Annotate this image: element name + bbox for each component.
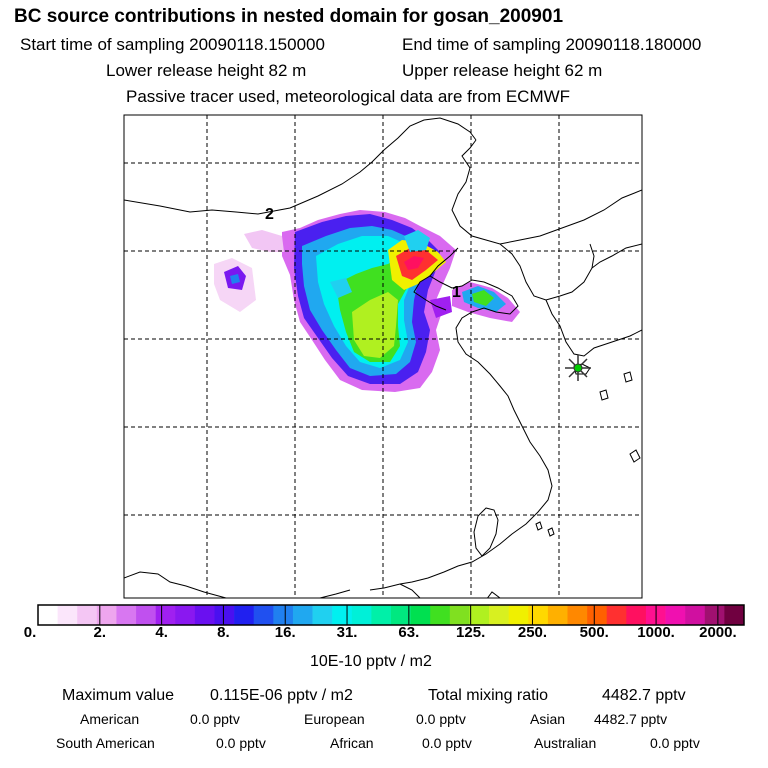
colorbar-cell [391,605,411,625]
colorbar-cell [234,605,255,625]
end-sampling-text: End time of sampling 20090118.180000 [402,35,702,54]
region-european-label: European [304,711,365,727]
colorbar-cell [77,605,98,625]
region-south-american-label: South American [56,735,155,751]
colorbar-cell [292,605,313,625]
colorbar-cell [606,605,627,625]
colorbar-cell [371,605,392,625]
colorbar-frame [37,604,745,626]
colorbar-cell [332,605,353,625]
colorbar-label: 63. [398,624,420,641]
concentration-plume [214,210,520,392]
colorbar-label: 250. [517,624,548,641]
colorbar-cell [253,605,274,625]
colorbar-cell [567,605,588,625]
colorbar-cell [430,605,451,625]
lower-release-text: Lower release height 82 m [106,61,307,80]
colorbar-label: 16. [274,624,296,641]
colorbar-label: 0. [23,624,37,641]
region-asian-label: Asian [530,711,566,727]
colorbar-cell [155,605,176,625]
colorbar-cell [685,605,706,625]
colorbar-cell [547,605,568,625]
tracer-note-text: Passive tracer used, meteorological data… [126,87,571,106]
colorbar-label: 2000. [699,624,737,641]
region-european-value: 0.0 pptv [416,711,466,727]
region-american-label: American [80,711,140,727]
colorbar-cell [136,605,156,625]
upper-release-text: Upper release height 62 m [402,61,603,80]
colorbar-label: 4. [155,624,168,641]
region-south-american-value: 0.0 pptv [216,735,266,751]
colorbar-cell [194,605,215,625]
colorbar-cell [351,605,372,625]
region-australian-label: Australian [534,735,597,751]
colorbar-label: 1000. [637,624,675,641]
colorbar-cell [38,605,58,625]
colorbar-cell [312,605,333,625]
colorbar-cell [96,605,117,625]
max-value: 0.115E-06 pptv / m2 [210,687,353,704]
colorbar-cell [449,605,470,625]
region-american-value: 0.0 pptv [190,711,240,727]
colorbar-cell [704,605,725,625]
colorbar-cell [665,605,686,625]
colorbar-label: 2. [93,624,107,641]
colorbar-cell [175,605,196,625]
colorbar-cell [273,605,294,625]
page-title: BC source contributions in nested domain… [14,6,564,27]
colorbar-label: 31. [336,624,358,641]
region-asian-value: 4482.7 pptv [594,711,668,727]
region-african-label: African [330,735,374,751]
map-label-1: 1 [452,284,461,301]
colorbar-label: 500. [579,624,609,641]
colorbar-cell [410,605,431,625]
colorbar-units: 10E-10 pptv / m2 [310,653,432,670]
region-australian-value: 0.0 pptv [650,735,700,751]
colorbar-cell [57,605,78,625]
coastlines [124,117,642,598]
colorbar-cell [116,605,137,625]
region-african-value: 0.0 pptv [422,735,472,751]
total-mixing-label: Total mixing ratio [428,687,549,704]
max-value-label: Maximum value [62,687,175,704]
colorbar-label: 8. [217,624,230,641]
colorbar-cells [37,605,745,625]
colorbar-cell [489,605,509,625]
start-sampling-text: Start time of sampling 20090118.150000 [20,35,325,54]
colorbar-cell [508,605,529,625]
colorbar-cell [626,605,647,625]
star-icon [565,355,591,381]
colorbar-cell [214,605,235,625]
colorbar-cell [528,605,549,625]
graticule [124,115,642,598]
colorbar-label: 125. [456,624,486,641]
map-label-2: 2 [265,206,274,223]
colorbar-cell [724,605,745,625]
colorbar-cell [469,605,490,625]
total-mixing-value: 4482.7 pptv [602,687,686,704]
colorbar-cell [587,605,608,625]
